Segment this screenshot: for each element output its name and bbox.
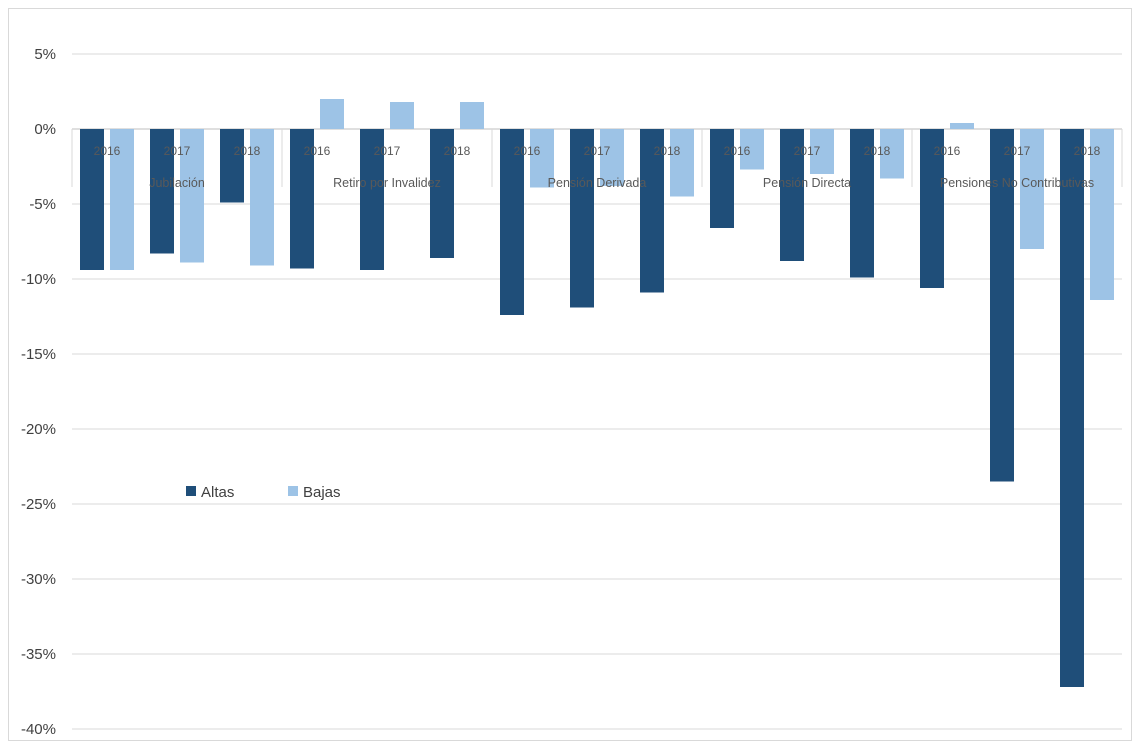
bar-altas	[290, 129, 314, 269]
year-label: 2018	[234, 144, 261, 158]
bar-altas	[640, 129, 664, 293]
year-label: 2018	[654, 144, 681, 158]
bar-altas	[710, 129, 734, 228]
year-label: 2016	[304, 144, 331, 158]
bar-bajas	[460, 102, 484, 129]
bar-bajas	[880, 129, 904, 179]
legend-swatch-altas	[186, 486, 196, 496]
year-label: 2017	[794, 144, 821, 158]
bar-bajas	[250, 129, 274, 266]
group-label: Pensión Directa	[763, 176, 851, 190]
y-tick-label: -5%	[29, 196, 56, 213]
bar-bajas	[670, 129, 694, 197]
bar-bajas	[390, 102, 414, 129]
bar-altas	[1060, 129, 1084, 687]
bar-altas	[920, 129, 944, 288]
year-label: 2017	[584, 144, 611, 158]
bar-bajas	[600, 129, 624, 186]
y-axis: 5% 0% -5% -10% -15% -20% -25% -30% -35% -40%	[21, 46, 56, 738]
legend-label-altas: Altas	[201, 484, 234, 501]
bar-altas	[430, 129, 454, 258]
bar-bajas	[530, 129, 554, 188]
bar-bajas	[180, 129, 204, 263]
year-label: 2017	[374, 144, 401, 158]
y-tick-label: -40%	[21, 721, 56, 738]
year-label: 2018	[864, 144, 891, 158]
y-tick-label: -20%	[21, 421, 56, 438]
y-tick-label: -25%	[21, 496, 56, 513]
bar-altas	[570, 129, 594, 308]
bar-altas	[80, 129, 104, 270]
bar-bajas	[740, 129, 764, 170]
bar-bajas	[1020, 129, 1044, 249]
year-label: 2016	[934, 144, 961, 158]
bar-altas	[780, 129, 804, 261]
bar-altas	[990, 129, 1014, 482]
bars	[80, 99, 1114, 687]
group-label: Pensiones No Contributivas	[940, 176, 1094, 190]
group-label: Retiro por Invalidez	[333, 176, 441, 190]
legend: Altas Bajas	[186, 484, 341, 501]
bar-altas	[850, 129, 874, 278]
bar-altas	[150, 129, 174, 254]
y-tick-label: 5%	[34, 46, 56, 63]
year-label: 2017	[164, 144, 191, 158]
group-label: Pensión Derivada	[548, 176, 647, 190]
bar-altas	[360, 129, 384, 270]
x-axis-labels: 2016 2017 2018 Jubilación 2016 2017 2018 Retiro…	[94, 144, 1101, 190]
bar-bajas	[110, 129, 134, 270]
bar-bajas	[320, 99, 344, 129]
bar-bajas	[1090, 129, 1114, 300]
bar-bajas	[810, 129, 834, 174]
year-label: 2017	[1004, 144, 1031, 158]
year-label: 2016	[724, 144, 751, 158]
y-tick-label: 0%	[34, 121, 56, 138]
year-label: 2018	[444, 144, 471, 158]
year-label: 2016	[514, 144, 541, 158]
legend-swatch-bajas	[288, 486, 298, 496]
year-label: 2018	[1074, 144, 1101, 158]
y-tick-label: -10%	[21, 271, 56, 288]
bar-altas	[220, 129, 244, 203]
y-tick-label: -15%	[21, 346, 56, 363]
year-label: 2016	[94, 144, 121, 158]
legend-label-bajas: Bajas	[303, 484, 341, 501]
bar-altas	[500, 129, 524, 315]
bar-bajas	[950, 123, 974, 129]
y-tick-label: -35%	[21, 646, 56, 663]
gridlines	[71, 53, 1123, 730]
y-tick-label: -30%	[21, 571, 56, 588]
group-label: Jubilación	[149, 176, 205, 190]
